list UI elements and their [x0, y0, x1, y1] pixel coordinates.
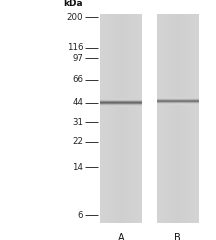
Text: 66: 66	[72, 75, 83, 84]
Text: 97: 97	[72, 54, 83, 62]
Text: 14: 14	[72, 163, 83, 172]
Text: 31: 31	[72, 118, 83, 127]
Text: kDa: kDa	[64, 0, 83, 8]
Text: 6: 6	[78, 211, 83, 220]
Text: B: B	[174, 233, 181, 240]
Text: 116: 116	[67, 43, 83, 52]
Text: 22: 22	[72, 137, 83, 146]
Text: 200: 200	[67, 13, 83, 22]
Text: 44: 44	[72, 98, 83, 107]
Text: A: A	[118, 233, 124, 240]
